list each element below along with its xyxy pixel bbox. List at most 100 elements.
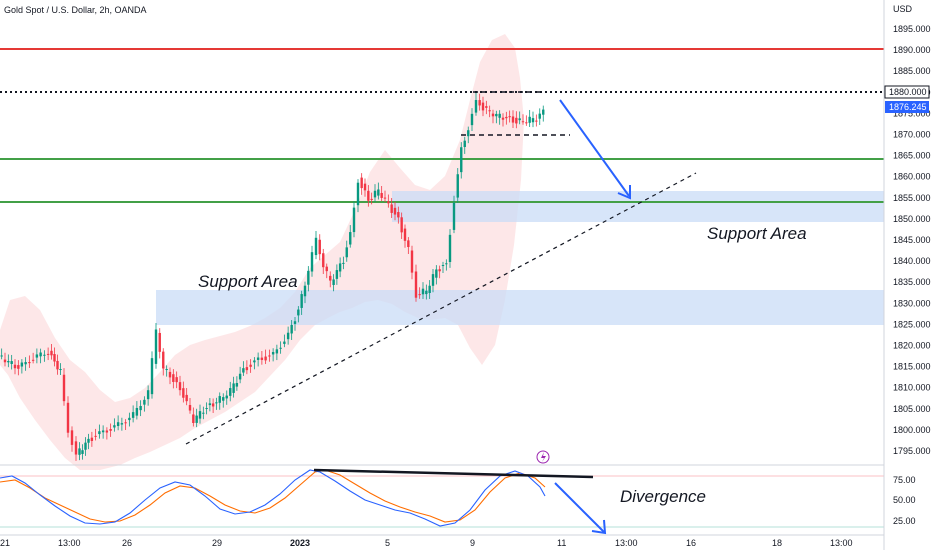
candle-bullish [238, 373, 242, 380]
price-tick-label: 1825.000 [893, 319, 931, 329]
candle-bullish [59, 369, 62, 371]
candle-bullish [150, 358, 154, 395]
candle-bullish [271, 352, 275, 355]
candle-bullish [135, 407, 139, 416]
candle-bullish [235, 382, 239, 387]
candle-bearish [70, 430, 74, 445]
candle-bullish [300, 294, 303, 308]
candle-bullish [431, 274, 435, 286]
volatility-band [0, 34, 524, 470]
support-area-label-left: Support Area [198, 272, 298, 291]
oscillator-tick-label: 25.00 [893, 516, 916, 526]
candle-bullish [307, 270, 310, 285]
candle-bearish [318, 239, 321, 255]
candle-bullish [202, 412, 205, 414]
candle-bearish [508, 116, 511, 118]
symbol-title: Gold Spot / U.S. Dollar, 2h, OANDA [4, 5, 147, 15]
candle-bullish [456, 174, 459, 198]
candle-bullish [242, 368, 245, 373]
price-tick-label: 1795.000 [893, 446, 931, 456]
candle-bearish [245, 367, 249, 371]
candle-bearish [185, 394, 188, 402]
candle-bullish [293, 321, 297, 324]
candle-bearish [188, 404, 192, 411]
price-tick-label: 1835.000 [893, 277, 931, 287]
price-tick-label: 1895.000 [893, 24, 931, 34]
candle-bullish [352, 207, 356, 233]
candle-bullish [78, 448, 81, 455]
candle-bearish [370, 198, 373, 200]
candle-bearish [264, 356, 267, 361]
candle-bullish [377, 189, 380, 196]
candle-bullish [84, 442, 87, 450]
candle-bullish [445, 263, 448, 265]
candle-bullish [435, 269, 438, 278]
candle-bearish [380, 192, 383, 198]
candle-bearish [192, 414, 195, 423]
candle-bearish [390, 204, 393, 213]
candle-bullish [283, 341, 286, 344]
candle-bearish [505, 116, 508, 119]
candle-bullish [448, 234, 452, 263]
time-axis-labels[interactable]: 21 13:00 26 29 2023 5 9 11 13:00 16 18 13:00 [0, 538, 853, 548]
candle-bearish [383, 197, 387, 199]
ascending-trendline[interactable] [185, 172, 697, 445]
candle-bearish [535, 120, 538, 122]
candle-bearish [521, 121, 525, 123]
time-axis-label: 5 [385, 538, 390, 548]
last-price-tag: 1876.245 [889, 102, 927, 112]
bearish-arrow[interactable] [559, 99, 631, 200]
divergence-line[interactable] [313, 468, 594, 479]
candle-bearish [31, 359, 35, 361]
candle-bullish [342, 262, 345, 264]
candle-bearish [322, 253, 325, 268]
candle-bearish [56, 360, 59, 370]
candle-bullish [474, 100, 478, 113]
candle-bearish [418, 294, 421, 296]
candle-bearish [400, 217, 403, 233]
candle-bullish [542, 109, 545, 115]
candle-bullish [139, 405, 142, 411]
candle-bullish [470, 113, 474, 126]
candle-bullish [101, 430, 105, 433]
candle-bullish [229, 388, 232, 396]
candle-bullish [43, 354, 46, 356]
candle-bullish [20, 362, 24, 367]
time-axis-label: 13:00 [615, 538, 638, 548]
candle-bearish [491, 113, 495, 117]
candle-bullish [335, 270, 339, 279]
divergence-arrow[interactable] [554, 482, 607, 535]
candle-bullish [98, 431, 101, 435]
candle-bullish [120, 423, 124, 425]
candle-bearish [158, 332, 161, 352]
price-tick-label: 1890.000 [893, 45, 931, 55]
candle-bullish [225, 395, 228, 399]
candle-bullish [195, 415, 198, 423]
level-tag: 1880.000 [889, 87, 927, 97]
candle-bullish [24, 362, 27, 365]
lightning-icon[interactable] [536, 450, 550, 464]
candle-bearish [485, 106, 488, 108]
candle-bearish [414, 271, 418, 298]
candle-bullish [528, 116, 531, 123]
candle-bearish [162, 351, 165, 369]
candle-bearish [511, 116, 515, 123]
time-axis-label: 13:00 [58, 538, 81, 548]
candle-bullish [338, 263, 342, 272]
candle-bearish [325, 266, 328, 272]
candle-bullish [275, 349, 279, 354]
time-axis-label: 2023 [290, 538, 310, 548]
candle-bearish [501, 117, 505, 120]
candle-bearish [66, 402, 70, 433]
candle-bullish [81, 450, 84, 454]
candle-bullish [256, 357, 260, 360]
candle-bullish [310, 252, 314, 272]
candle-bullish [222, 397, 225, 401]
candle-bullish [421, 288, 425, 295]
candle-bullish [116, 422, 120, 427]
candle-bearish [172, 374, 175, 382]
price-tick-label: 1805.000 [893, 404, 931, 414]
candle-bearish [74, 441, 78, 455]
candle-bullish [467, 130, 470, 137]
